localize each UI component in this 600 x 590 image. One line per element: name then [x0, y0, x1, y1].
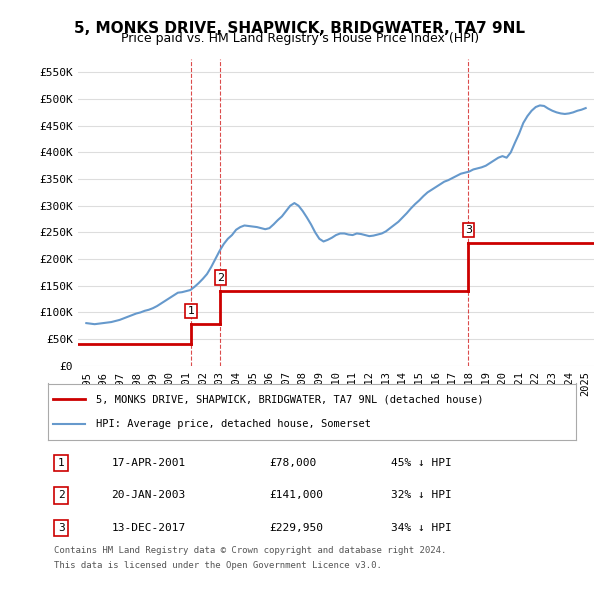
Text: 20-JAN-2003: 20-JAN-2003	[112, 490, 185, 500]
Text: 34% ↓ HPI: 34% ↓ HPI	[391, 523, 452, 533]
Text: 17-APR-2001: 17-APR-2001	[112, 458, 185, 468]
Text: This data is licensed under the Open Government Licence v3.0.: This data is licensed under the Open Gov…	[54, 560, 382, 569]
Text: 2: 2	[217, 273, 224, 283]
Text: 5, MONKS DRIVE, SHAPWICK, BRIDGWATER, TA7 9NL: 5, MONKS DRIVE, SHAPWICK, BRIDGWATER, TA…	[74, 21, 526, 35]
Text: 2: 2	[58, 490, 65, 500]
Text: 3: 3	[465, 225, 472, 235]
Text: HPI: Average price, detached house, Somerset: HPI: Average price, detached house, Some…	[95, 419, 371, 429]
Text: Price paid vs. HM Land Registry's House Price Index (HPI): Price paid vs. HM Land Registry's House …	[121, 32, 479, 45]
Text: 1: 1	[58, 458, 65, 468]
Text: £229,950: £229,950	[270, 523, 324, 533]
Text: 5, MONKS DRIVE, SHAPWICK, BRIDGWATER, TA7 9NL (detached house): 5, MONKS DRIVE, SHAPWICK, BRIDGWATER, TA…	[95, 394, 483, 404]
Text: 32% ↓ HPI: 32% ↓ HPI	[391, 490, 452, 500]
Text: Contains HM Land Registry data © Crown copyright and database right 2024.: Contains HM Land Registry data © Crown c…	[54, 546, 446, 555]
Text: 45% ↓ HPI: 45% ↓ HPI	[391, 458, 452, 468]
Text: 3: 3	[58, 523, 65, 533]
Text: £141,000: £141,000	[270, 490, 324, 500]
Text: £78,000: £78,000	[270, 458, 317, 468]
Text: 1: 1	[188, 306, 194, 316]
Text: 13-DEC-2017: 13-DEC-2017	[112, 523, 185, 533]
